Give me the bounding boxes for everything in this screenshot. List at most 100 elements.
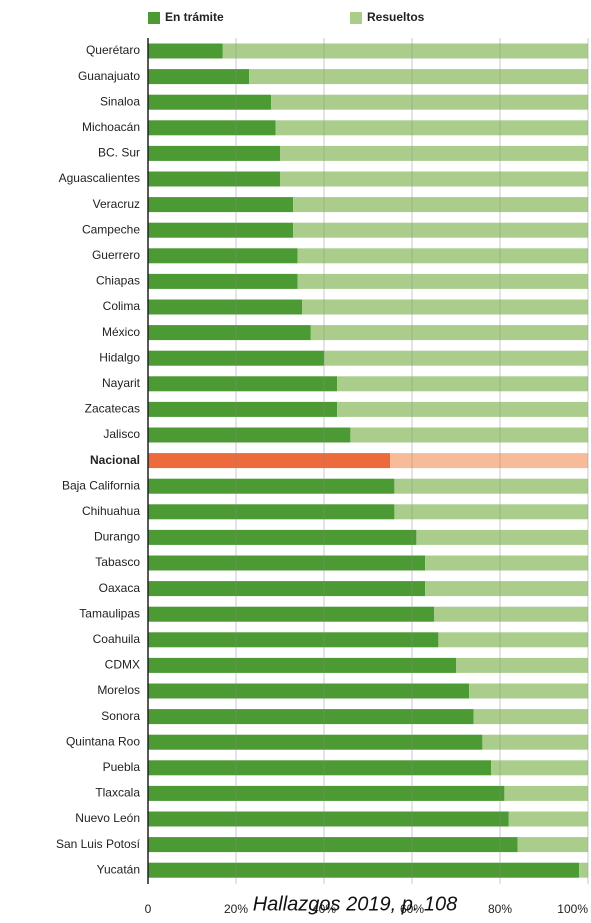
- legend-label: En trámite: [165, 10, 224, 24]
- bar-segment: [456, 657, 588, 673]
- bar-segment: [293, 222, 588, 238]
- bar-segment: [425, 581, 588, 597]
- bar-segment: [434, 606, 588, 622]
- legend-swatch: [350, 12, 362, 24]
- bar-segment: [280, 171, 588, 187]
- bar-segment: [473, 709, 588, 725]
- bar-segment: [249, 69, 588, 85]
- y-tick-label: Guanajuato: [78, 69, 140, 83]
- bar-segment: [148, 606, 434, 622]
- y-tick-label: Nayarit: [102, 376, 141, 390]
- y-tick-label: Sonora: [101, 709, 140, 723]
- x-tick-label: 0: [145, 902, 152, 916]
- y-tick-label: Tlaxcala: [95, 786, 140, 800]
- y-tick-label: Baja California: [62, 478, 140, 492]
- bar-segment: [148, 171, 280, 187]
- bar-segment: [148, 555, 426, 571]
- y-tick-label: Colima: [103, 299, 141, 313]
- x-tick-label: 60%: [400, 902, 424, 916]
- y-tick-label: Nuevo León: [75, 811, 140, 825]
- bar-segment: [148, 657, 456, 673]
- bar-segment: [148, 709, 474, 725]
- y-tick-label: Durango: [94, 530, 140, 544]
- bar-segment: [148, 632, 439, 648]
- y-tick-label: Chiapas: [96, 274, 140, 288]
- bar-segment: [148, 401, 338, 417]
- bar-segment: [148, 837, 518, 853]
- bar-segment: [148, 785, 505, 801]
- y-tick-label: Veracruz: [93, 197, 140, 211]
- bar-segment: [148, 427, 351, 443]
- bar-segment: [469, 683, 588, 699]
- bar-segment: [148, 504, 395, 520]
- x-tick-label: 40%: [312, 902, 336, 916]
- bar-segment: [482, 734, 588, 750]
- y-tick-label: Yucatán: [97, 862, 140, 876]
- y-tick-label: Querétaro: [86, 43, 140, 57]
- y-tick-label: Aguascalientes: [59, 171, 140, 185]
- bar-segment: [148, 273, 298, 289]
- bar-segment: [275, 120, 588, 136]
- y-tick-label: Coahuila: [93, 632, 141, 646]
- bar-segment: [394, 504, 588, 520]
- bar-segment: [148, 94, 272, 110]
- bar-segment: [337, 376, 588, 392]
- y-tick-label: Michoacán: [82, 120, 140, 134]
- y-tick-label: Hidalgo: [99, 350, 140, 364]
- bar-segment: [148, 683, 470, 699]
- bar-segment: [148, 145, 280, 161]
- bar-segment: [350, 427, 588, 443]
- bar-segment: [337, 401, 588, 417]
- x-tick-label: 100%: [557, 902, 588, 916]
- bar-segment: [390, 453, 588, 469]
- y-tick-label: Zacatecas: [85, 402, 140, 416]
- y-tick-label: Sinaloa: [100, 94, 140, 108]
- bar-segment: [579, 862, 588, 878]
- bar-segment: [148, 325, 311, 341]
- legend-label: Resueltos: [367, 10, 425, 24]
- bar-segment: [425, 555, 588, 571]
- bar-segment: [297, 273, 588, 289]
- y-tick-label: BC. Sur: [98, 146, 140, 160]
- y-tick-label: CDMX: [105, 658, 140, 672]
- bar-segment: [148, 760, 492, 776]
- bar-segment: [280, 145, 588, 161]
- bar-segment: [148, 376, 338, 392]
- bar-segment: [148, 222, 294, 238]
- bar-segment: [148, 248, 298, 264]
- y-tick-label: Tabasco: [95, 555, 140, 569]
- bar-segment: [293, 197, 588, 213]
- y-tick-label: Puebla: [103, 760, 141, 774]
- bar-segment: [148, 120, 276, 136]
- bar-segment: [148, 478, 395, 494]
- bar-segment: [297, 248, 588, 264]
- bar-segment: [310, 325, 588, 341]
- bar-segment: [491, 760, 588, 776]
- bar-segment: [222, 43, 589, 59]
- bar-segment: [504, 785, 588, 801]
- y-tick-label: Quintana Roo: [66, 734, 140, 748]
- y-tick-label: Campeche: [82, 222, 140, 236]
- bar-segment: [394, 478, 588, 494]
- bar-segment: [438, 632, 588, 648]
- y-tick-label: Chihuahua: [82, 504, 140, 518]
- bar-segment: [324, 350, 588, 366]
- legend-swatch: [148, 12, 160, 24]
- x-tick-label: 80%: [488, 902, 512, 916]
- bar-segment: [416, 529, 588, 545]
- bar-segment: [148, 350, 324, 366]
- y-tick-label: Oaxaca: [99, 581, 141, 595]
- bar-segment: [148, 299, 302, 315]
- bar-segment: [148, 862, 580, 878]
- y-tick-label: Tamaulipas: [79, 606, 140, 620]
- bar-segment: [271, 94, 588, 110]
- caption: Hallazgos 2019, p. 108: [253, 893, 458, 915]
- bar-segment: [148, 581, 426, 597]
- bar-segment: [148, 734, 483, 750]
- bar-segment: [148, 197, 294, 213]
- y-tick-label: México: [102, 325, 140, 339]
- bar-segment: [508, 811, 588, 827]
- bar-segment: [148, 43, 223, 59]
- y-tick-label: Jalisco: [103, 427, 140, 441]
